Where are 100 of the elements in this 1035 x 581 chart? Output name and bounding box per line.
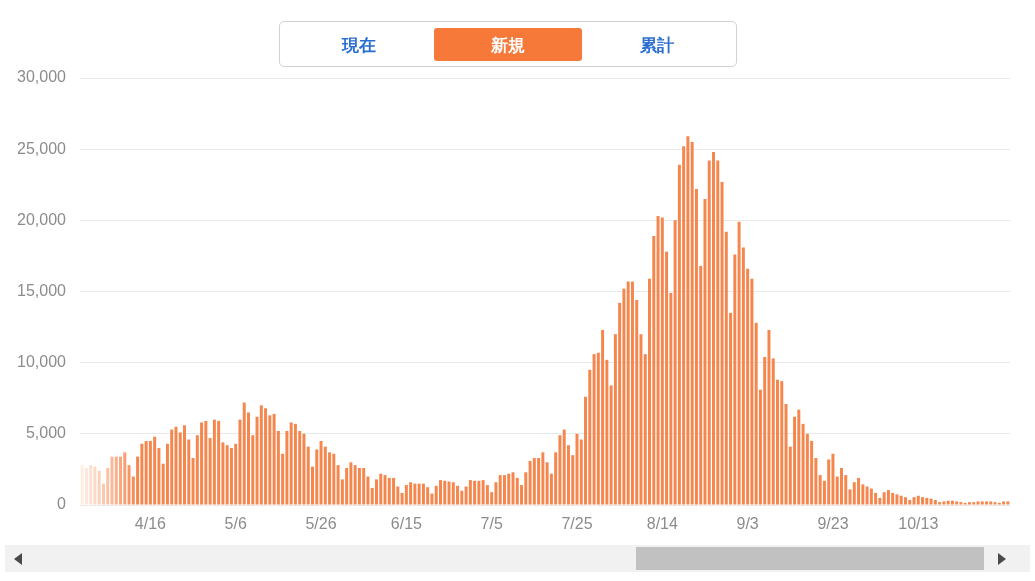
bar — [903, 497, 907, 505]
bar — [502, 475, 506, 505]
bar — [933, 500, 937, 505]
bar — [592, 354, 596, 505]
bar — [989, 501, 993, 505]
bar — [840, 467, 843, 505]
bar — [865, 486, 869, 505]
x-tick-label: 5/6 — [224, 515, 247, 533]
bar — [498, 475, 502, 505]
bar — [89, 465, 93, 505]
x-tick-label: 5/26 — [305, 515, 337, 533]
bar — [908, 500, 912, 505]
bar — [899, 495, 903, 505]
bar — [225, 445, 229, 505]
bar — [272, 413, 276, 505]
bar — [494, 482, 498, 505]
bar — [127, 465, 131, 505]
bar — [972, 502, 976, 505]
tab-label: 現在 — [342, 35, 376, 55]
bar — [174, 426, 178, 505]
bar — [712, 152, 715, 505]
bar — [921, 497, 925, 505]
bar — [421, 483, 425, 505]
bar — [285, 430, 289, 505]
bar — [170, 429, 174, 505]
bar — [106, 467, 110, 505]
bar — [302, 433, 306, 505]
bar — [123, 452, 127, 505]
bar — [703, 198, 707, 505]
y-tick-label: 30,000 — [17, 68, 67, 86]
bar — [507, 473, 511, 505]
bar — [460, 490, 464, 505]
bar — [528, 460, 532, 505]
tab-label: 累計 — [640, 35, 674, 55]
bar — [532, 458, 536, 505]
x-tick-label: 4/16 — [134, 515, 167, 533]
bar — [451, 482, 455, 505]
bar — [357, 467, 361, 505]
bar — [97, 470, 101, 505]
bar — [289, 422, 293, 505]
bar — [153, 436, 157, 505]
bar — [985, 501, 989, 505]
bar — [417, 483, 421, 505]
bar — [217, 421, 221, 505]
bar — [409, 482, 413, 505]
bar — [148, 440, 152, 505]
y-tick-label: 5,000 — [25, 424, 67, 442]
bar — [392, 477, 396, 505]
bar — [929, 498, 933, 505]
bar — [93, 466, 97, 505]
x-tick-label: 9/3 — [736, 515, 759, 533]
bar — [383, 475, 387, 505]
bar — [515, 477, 519, 505]
bar — [456, 485, 460, 505]
y-tick-label: 20,000 — [17, 210, 67, 228]
bar — [468, 480, 472, 505]
bar — [204, 421, 208, 505]
bar — [524, 472, 528, 505]
bar — [144, 440, 148, 505]
bar — [912, 497, 916, 505]
bar — [264, 408, 268, 505]
bar — [349, 462, 353, 505]
bar — [874, 492, 878, 505]
bar — [481, 480, 485, 505]
bar — [652, 235, 656, 505]
bar — [114, 456, 118, 505]
bar — [857, 477, 861, 505]
y-tick-label: 10,000 — [17, 353, 67, 371]
bar — [404, 485, 408, 505]
x-tick-label: 9/23 — [817, 515, 849, 533]
bar — [882, 492, 886, 505]
y-tick-label: 25,000 — [17, 139, 67, 157]
bar — [886, 490, 890, 505]
bar — [379, 473, 383, 505]
bar — [119, 456, 123, 505]
bar — [293, 423, 297, 505]
bar — [993, 502, 997, 505]
bar — [938, 502, 942, 505]
bar — [852, 482, 856, 505]
bar — [212, 419, 216, 505]
y-tick-label: 15,000 — [17, 281, 67, 299]
bar — [319, 440, 323, 505]
bar — [259, 405, 263, 505]
bar — [588, 369, 592, 505]
bar — [336, 465, 340, 505]
bar — [797, 409, 801, 505]
bar — [242, 402, 246, 505]
bar — [925, 497, 929, 505]
x-tick-label: 7/25 — [561, 515, 593, 533]
bar — [831, 453, 835, 505]
bar — [891, 492, 895, 505]
bar — [980, 501, 984, 505]
bar — [306, 446, 310, 505]
bar — [229, 448, 233, 505]
bar — [477, 480, 481, 505]
bar — [438, 480, 442, 505]
bar — [630, 281, 634, 505]
bar — [315, 449, 319, 505]
bar — [413, 483, 417, 505]
bar — [959, 502, 963, 505]
